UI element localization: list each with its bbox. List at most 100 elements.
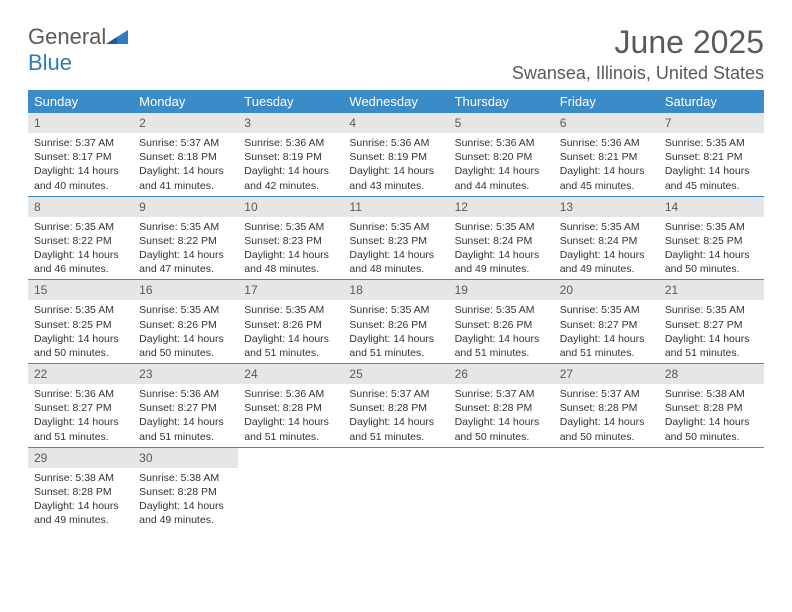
sunset-text: Sunset: 8:21 PM bbox=[665, 150, 758, 164]
sunset-text: Sunset: 8:28 PM bbox=[665, 401, 758, 415]
day-cell: 9Sunrise: 5:35 AMSunset: 8:22 PMDaylight… bbox=[133, 197, 238, 280]
day-content: Sunrise: 5:36 AMSunset: 8:19 PMDaylight:… bbox=[343, 133, 448, 196]
daylight-text: Daylight: 14 hours and 46 minutes. bbox=[34, 248, 127, 276]
daylight-text: Daylight: 14 hours and 51 minutes. bbox=[139, 415, 232, 443]
sunrise-text: Sunrise: 5:38 AM bbox=[665, 387, 758, 401]
logo: GeneralBlue bbox=[28, 24, 128, 76]
day-number: 1 bbox=[28, 113, 133, 133]
sunrise-text: Sunrise: 5:35 AM bbox=[665, 136, 758, 150]
title-section: June 2025 Swansea, Illinois, United Stat… bbox=[512, 24, 764, 84]
day-number: 19 bbox=[449, 280, 554, 300]
daylight-text: Daylight: 14 hours and 43 minutes. bbox=[349, 164, 442, 192]
sunset-text: Sunset: 8:20 PM bbox=[455, 150, 548, 164]
sunrise-text: Sunrise: 5:35 AM bbox=[455, 220, 548, 234]
sunrise-text: Sunrise: 5:36 AM bbox=[139, 387, 232, 401]
weekday-saturday: Saturday bbox=[659, 90, 764, 113]
day-cell: 3Sunrise: 5:36 AMSunset: 8:19 PMDaylight… bbox=[238, 113, 343, 196]
day-number: 13 bbox=[554, 197, 659, 217]
daylight-text: Daylight: 14 hours and 45 minutes. bbox=[560, 164, 653, 192]
day-content: Sunrise: 5:35 AMSunset: 8:22 PMDaylight:… bbox=[133, 217, 238, 280]
daylight-text: Daylight: 14 hours and 48 minutes. bbox=[349, 248, 442, 276]
weekday-header: Sunday Monday Tuesday Wednesday Thursday… bbox=[28, 90, 764, 113]
sunrise-text: Sunrise: 5:36 AM bbox=[244, 136, 337, 150]
day-cell: 6Sunrise: 5:36 AMSunset: 8:21 PMDaylight… bbox=[554, 113, 659, 196]
sunrise-text: Sunrise: 5:35 AM bbox=[244, 220, 337, 234]
day-content: Sunrise: 5:36 AMSunset: 8:21 PMDaylight:… bbox=[554, 133, 659, 196]
sunrise-text: Sunrise: 5:35 AM bbox=[139, 303, 232, 317]
week-row: 1Sunrise: 5:37 AMSunset: 8:17 PMDaylight… bbox=[28, 113, 764, 197]
sunrise-text: Sunrise: 5:35 AM bbox=[349, 220, 442, 234]
day-content: Sunrise: 5:35 AMSunset: 8:25 PMDaylight:… bbox=[28, 300, 133, 363]
day-cell: 21Sunrise: 5:35 AMSunset: 8:27 PMDayligh… bbox=[659, 280, 764, 363]
sunrise-text: Sunrise: 5:35 AM bbox=[139, 220, 232, 234]
sunrise-text: Sunrise: 5:35 AM bbox=[560, 220, 653, 234]
day-content: Sunrise: 5:36 AMSunset: 8:28 PMDaylight:… bbox=[238, 384, 343, 447]
sunset-text: Sunset: 8:26 PM bbox=[139, 318, 232, 332]
sunset-text: Sunset: 8:28 PM bbox=[455, 401, 548, 415]
sunset-text: Sunset: 8:21 PM bbox=[560, 150, 653, 164]
daylight-text: Daylight: 14 hours and 51 minutes. bbox=[665, 332, 758, 360]
day-cell: 26Sunrise: 5:37 AMSunset: 8:28 PMDayligh… bbox=[449, 364, 554, 447]
weekday-sunday: Sunday bbox=[28, 90, 133, 113]
day-number: 7 bbox=[659, 113, 764, 133]
day-content: Sunrise: 5:35 AMSunset: 8:26 PMDaylight:… bbox=[343, 300, 448, 363]
daylight-text: Daylight: 14 hours and 45 minutes. bbox=[665, 164, 758, 192]
empty-cell bbox=[238, 448, 343, 531]
empty-cell bbox=[554, 448, 659, 531]
day-number: 14 bbox=[659, 197, 764, 217]
sunrise-text: Sunrise: 5:35 AM bbox=[560, 303, 653, 317]
day-cell: 13Sunrise: 5:35 AMSunset: 8:24 PMDayligh… bbox=[554, 197, 659, 280]
daylight-text: Daylight: 14 hours and 51 minutes. bbox=[349, 332, 442, 360]
sunrise-text: Sunrise: 5:38 AM bbox=[34, 471, 127, 485]
day-cell: 4Sunrise: 5:36 AMSunset: 8:19 PMDaylight… bbox=[343, 113, 448, 196]
sunset-text: Sunset: 8:28 PM bbox=[34, 485, 127, 499]
day-content: Sunrise: 5:35 AMSunset: 8:25 PMDaylight:… bbox=[659, 217, 764, 280]
sunset-text: Sunset: 8:25 PM bbox=[34, 318, 127, 332]
sunrise-text: Sunrise: 5:36 AM bbox=[34, 387, 127, 401]
day-cell: 8Sunrise: 5:35 AMSunset: 8:22 PMDaylight… bbox=[28, 197, 133, 280]
day-number: 29 bbox=[28, 448, 133, 468]
weekday-friday: Friday bbox=[554, 90, 659, 113]
sunrise-text: Sunrise: 5:36 AM bbox=[244, 387, 337, 401]
day-cell: 12Sunrise: 5:35 AMSunset: 8:24 PMDayligh… bbox=[449, 197, 554, 280]
day-cell: 27Sunrise: 5:37 AMSunset: 8:28 PMDayligh… bbox=[554, 364, 659, 447]
day-cell: 15Sunrise: 5:35 AMSunset: 8:25 PMDayligh… bbox=[28, 280, 133, 363]
day-cell: 18Sunrise: 5:35 AMSunset: 8:26 PMDayligh… bbox=[343, 280, 448, 363]
day-number: 11 bbox=[343, 197, 448, 217]
day-number: 22 bbox=[28, 364, 133, 384]
sunset-text: Sunset: 8:23 PM bbox=[244, 234, 337, 248]
day-content: Sunrise: 5:37 AMSunset: 8:18 PMDaylight:… bbox=[133, 133, 238, 196]
day-content: Sunrise: 5:37 AMSunset: 8:28 PMDaylight:… bbox=[554, 384, 659, 447]
day-number: 20 bbox=[554, 280, 659, 300]
sunrise-text: Sunrise: 5:37 AM bbox=[139, 136, 232, 150]
day-number: 28 bbox=[659, 364, 764, 384]
day-number: 25 bbox=[343, 364, 448, 384]
daylight-text: Daylight: 14 hours and 49 minutes. bbox=[560, 248, 653, 276]
week-row: 29Sunrise: 5:38 AMSunset: 8:28 PMDayligh… bbox=[28, 448, 764, 531]
daylight-text: Daylight: 14 hours and 44 minutes. bbox=[455, 164, 548, 192]
week-row: 22Sunrise: 5:36 AMSunset: 8:27 PMDayligh… bbox=[28, 364, 764, 448]
sunset-text: Sunset: 8:28 PM bbox=[139, 485, 232, 499]
sunrise-text: Sunrise: 5:35 AM bbox=[349, 303, 442, 317]
day-cell: 20Sunrise: 5:35 AMSunset: 8:27 PMDayligh… bbox=[554, 280, 659, 363]
day-cell: 17Sunrise: 5:35 AMSunset: 8:26 PMDayligh… bbox=[238, 280, 343, 363]
sunset-text: Sunset: 8:18 PM bbox=[139, 150, 232, 164]
daylight-text: Daylight: 14 hours and 41 minutes. bbox=[139, 164, 232, 192]
logo-text: GeneralBlue bbox=[28, 24, 128, 76]
daylight-text: Daylight: 14 hours and 50 minutes. bbox=[139, 332, 232, 360]
daylight-text: Daylight: 14 hours and 51 minutes. bbox=[560, 332, 653, 360]
day-number: 30 bbox=[133, 448, 238, 468]
sunset-text: Sunset: 8:27 PM bbox=[139, 401, 232, 415]
sunrise-text: Sunrise: 5:38 AM bbox=[139, 471, 232, 485]
day-cell: 30Sunrise: 5:38 AMSunset: 8:28 PMDayligh… bbox=[133, 448, 238, 531]
sunrise-text: Sunrise: 5:37 AM bbox=[34, 136, 127, 150]
day-content: Sunrise: 5:37 AMSunset: 8:28 PMDaylight:… bbox=[343, 384, 448, 447]
sunset-text: Sunset: 8:26 PM bbox=[455, 318, 548, 332]
day-cell: 14Sunrise: 5:35 AMSunset: 8:25 PMDayligh… bbox=[659, 197, 764, 280]
weekday-wednesday: Wednesday bbox=[343, 90, 448, 113]
day-content: Sunrise: 5:38 AMSunset: 8:28 PMDaylight:… bbox=[133, 468, 238, 531]
day-number: 8 bbox=[28, 197, 133, 217]
day-number: 4 bbox=[343, 113, 448, 133]
sunrise-text: Sunrise: 5:35 AM bbox=[665, 303, 758, 317]
week-row: 8Sunrise: 5:35 AMSunset: 8:22 PMDaylight… bbox=[28, 197, 764, 281]
